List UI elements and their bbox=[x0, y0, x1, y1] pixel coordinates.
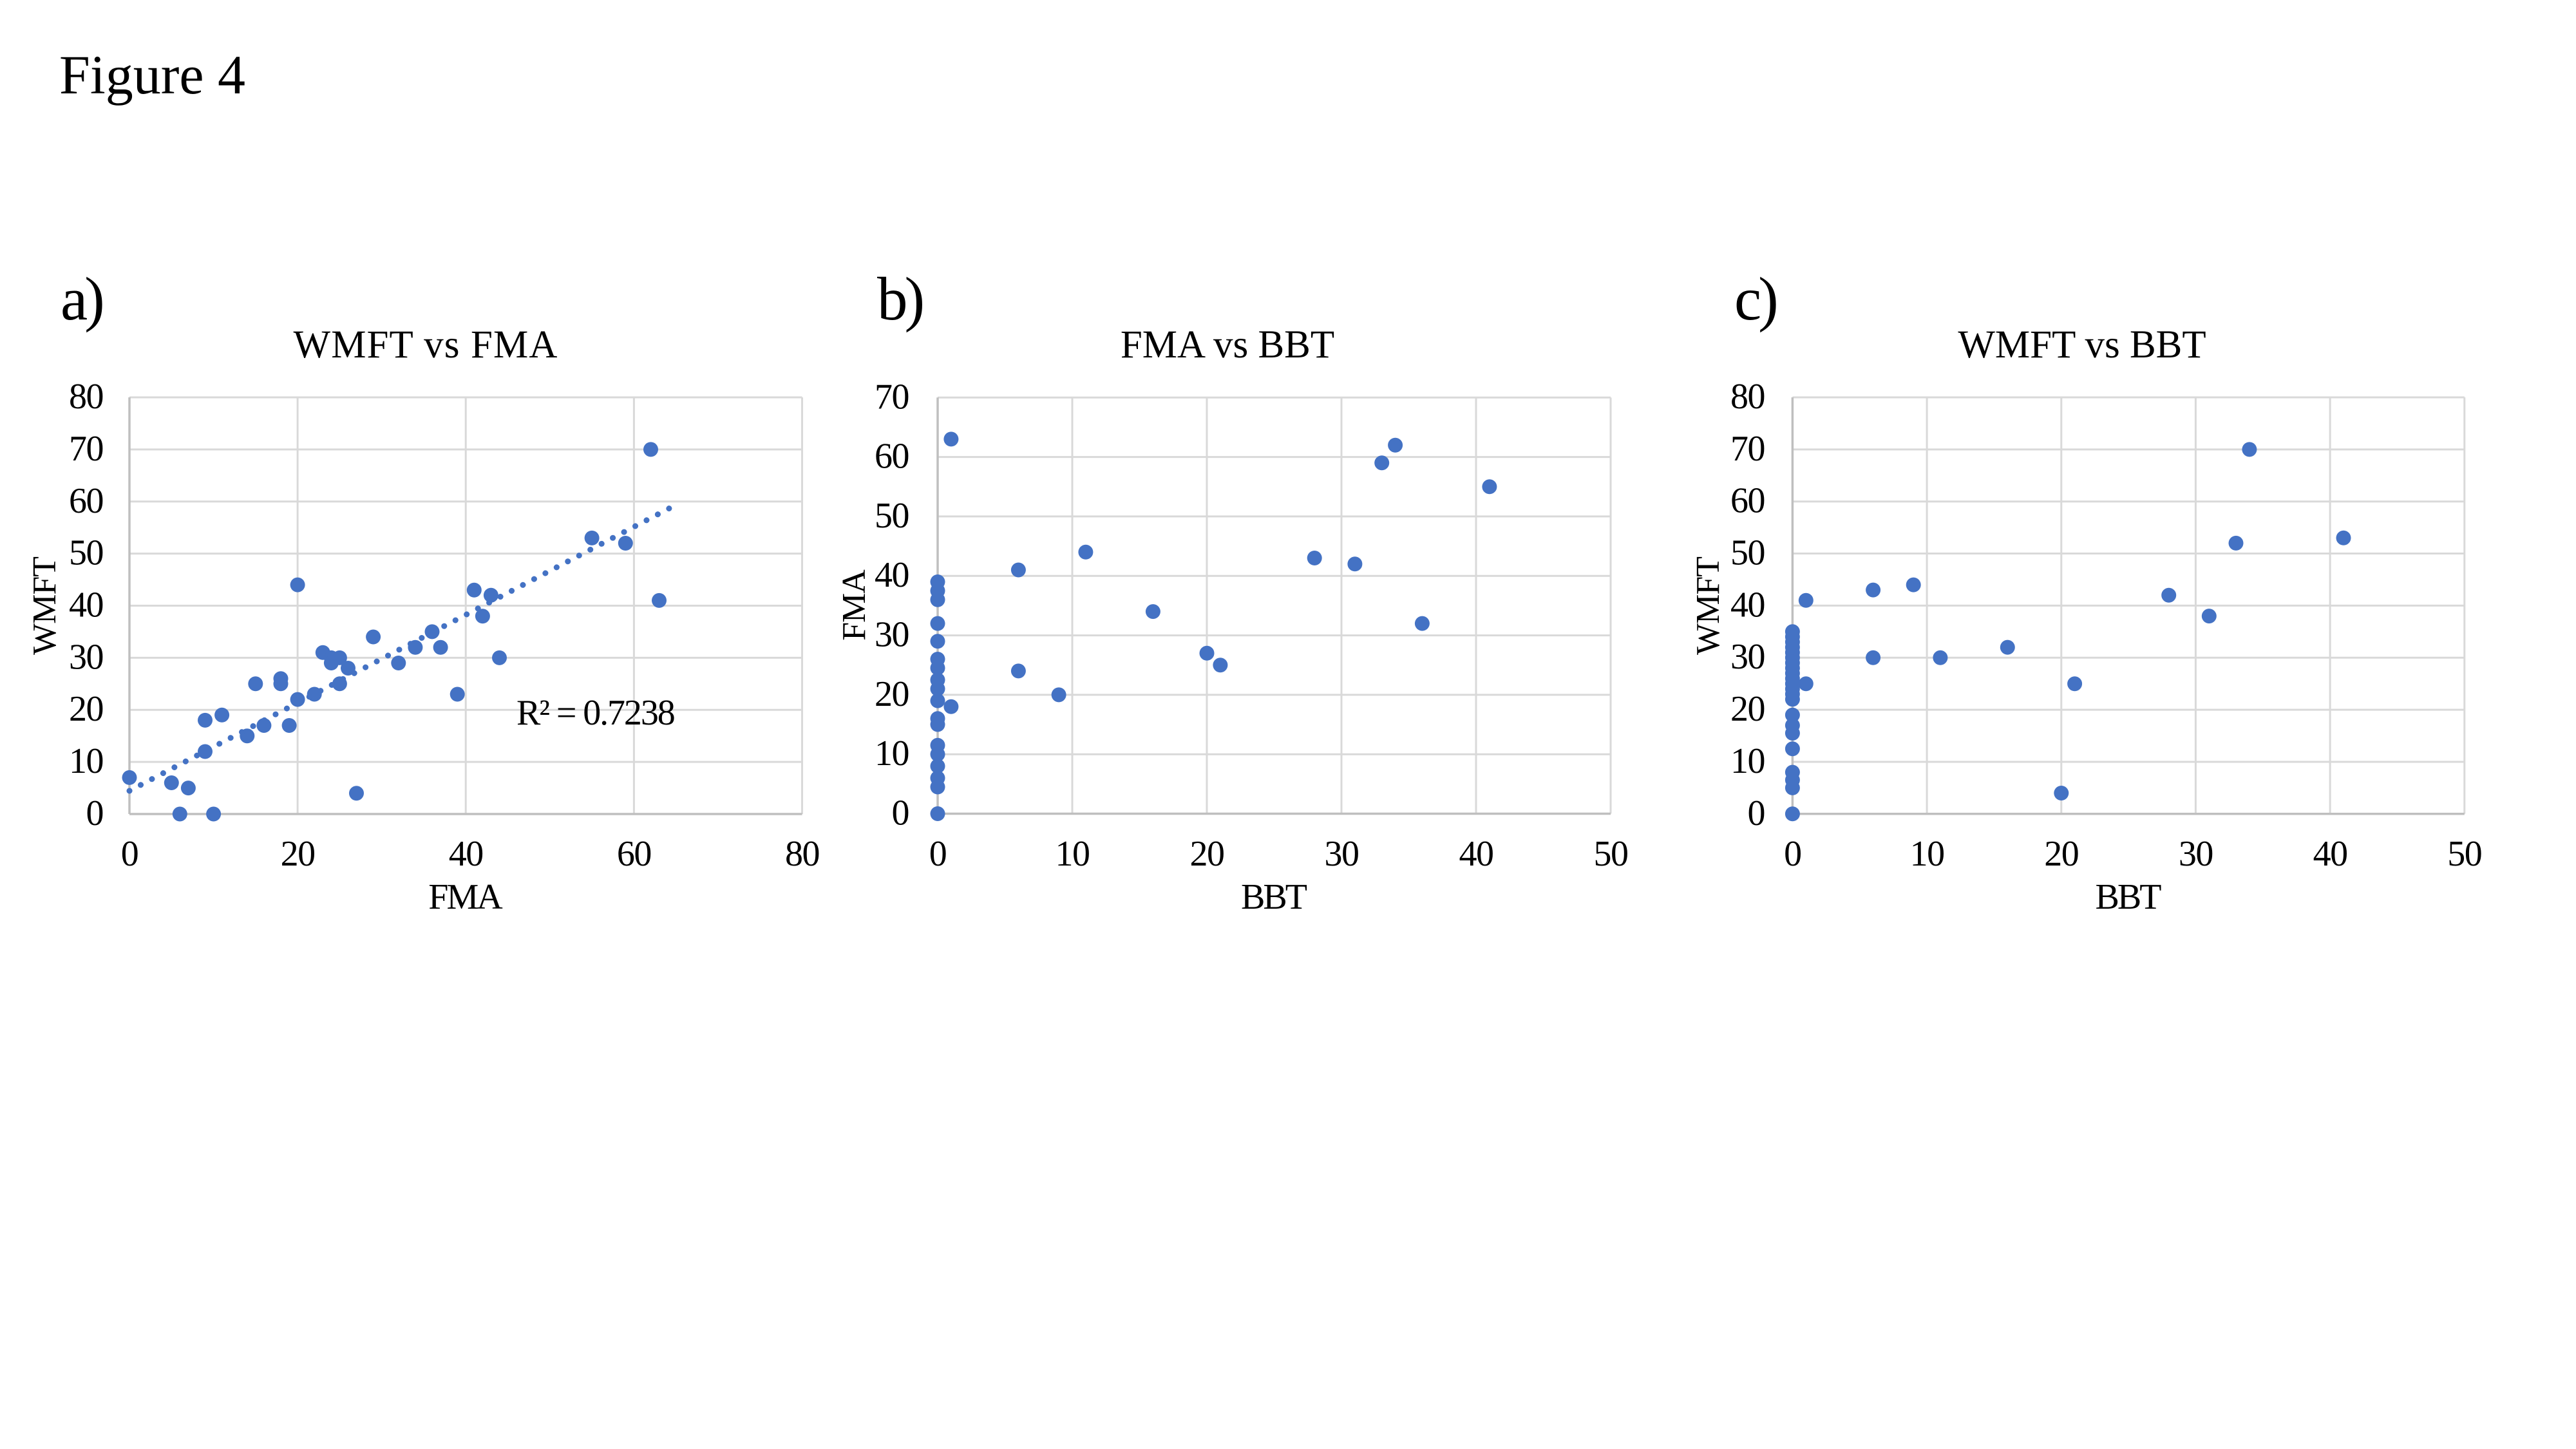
svg-text:a): a) bbox=[61, 265, 102, 333]
svg-text:0: 0 bbox=[1748, 793, 1765, 833]
svg-text:50: 50 bbox=[1594, 834, 1628, 874]
svg-text:20: 20 bbox=[281, 834, 315, 874]
svg-text:80: 80 bbox=[69, 377, 103, 417]
svg-text:50: 50 bbox=[69, 533, 103, 573]
svg-text:FMA vs BBT: FMA vs BBT bbox=[1121, 323, 1334, 366]
svg-text:0: 0 bbox=[86, 793, 104, 833]
svg-text:10: 10 bbox=[875, 734, 909, 773]
svg-text:50: 50 bbox=[2447, 834, 2481, 874]
svg-text:40: 40 bbox=[1730, 585, 1765, 625]
svg-text:20: 20 bbox=[2044, 834, 2078, 874]
svg-text:0: 0 bbox=[121, 834, 138, 874]
svg-text:30: 30 bbox=[69, 637, 103, 677]
svg-text:10: 10 bbox=[1730, 741, 1765, 781]
svg-text:10: 10 bbox=[1910, 834, 1944, 874]
svg-text:FMA: FMA bbox=[428, 877, 503, 917]
svg-text:WMFT vs FMA: WMFT vs FMA bbox=[294, 323, 558, 366]
svg-text:60: 60 bbox=[875, 437, 909, 477]
svg-text:20: 20 bbox=[1190, 834, 1224, 874]
svg-text:70: 70 bbox=[1730, 429, 1765, 469]
svg-text:30: 30 bbox=[1730, 637, 1765, 677]
svg-text:30: 30 bbox=[2179, 834, 2213, 874]
svg-text:60: 60 bbox=[1730, 481, 1765, 521]
svg-text:R² = 0.7238: R² = 0.7238 bbox=[516, 693, 674, 733]
svg-text:30: 30 bbox=[875, 615, 909, 655]
svg-text:20: 20 bbox=[875, 674, 909, 714]
svg-text:40: 40 bbox=[1459, 834, 1493, 874]
svg-text:0: 0 bbox=[892, 793, 909, 833]
svg-text:WMFT: WMFT bbox=[1690, 557, 1727, 655]
svg-text:50: 50 bbox=[1730, 533, 1765, 573]
svg-text:Figure 4: Figure 4 bbox=[59, 44, 245, 106]
svg-text:60: 60 bbox=[617, 834, 651, 874]
svg-text:80: 80 bbox=[785, 834, 819, 874]
svg-text:40: 40 bbox=[449, 834, 483, 874]
svg-text:c): c) bbox=[1734, 265, 1776, 333]
svg-text:FMA: FMA bbox=[836, 569, 873, 641]
svg-text:20: 20 bbox=[69, 689, 103, 729]
svg-text:70: 70 bbox=[875, 377, 909, 417]
svg-text:10: 10 bbox=[1056, 834, 1090, 874]
svg-text:BBT: BBT bbox=[1241, 877, 1307, 917]
svg-text:BBT: BBT bbox=[2096, 877, 2162, 917]
svg-text:60: 60 bbox=[69, 481, 103, 521]
svg-text:50: 50 bbox=[875, 496, 909, 536]
svg-text:20: 20 bbox=[1730, 689, 1765, 729]
svg-text:0: 0 bbox=[1784, 834, 1801, 874]
svg-text:WMFT vs BBT: WMFT vs BBT bbox=[1958, 323, 2206, 366]
svg-text:40: 40 bbox=[875, 555, 909, 595]
svg-text:40: 40 bbox=[69, 585, 103, 625]
svg-text:80: 80 bbox=[1730, 377, 1765, 417]
svg-text:0: 0 bbox=[929, 834, 947, 874]
svg-text:70: 70 bbox=[69, 429, 103, 469]
svg-text:30: 30 bbox=[1325, 834, 1359, 874]
svg-text:40: 40 bbox=[2313, 834, 2347, 874]
svg-text:10: 10 bbox=[69, 741, 103, 781]
svg-text:WMFT: WMFT bbox=[26, 557, 63, 655]
svg-text:b): b) bbox=[877, 265, 923, 333]
